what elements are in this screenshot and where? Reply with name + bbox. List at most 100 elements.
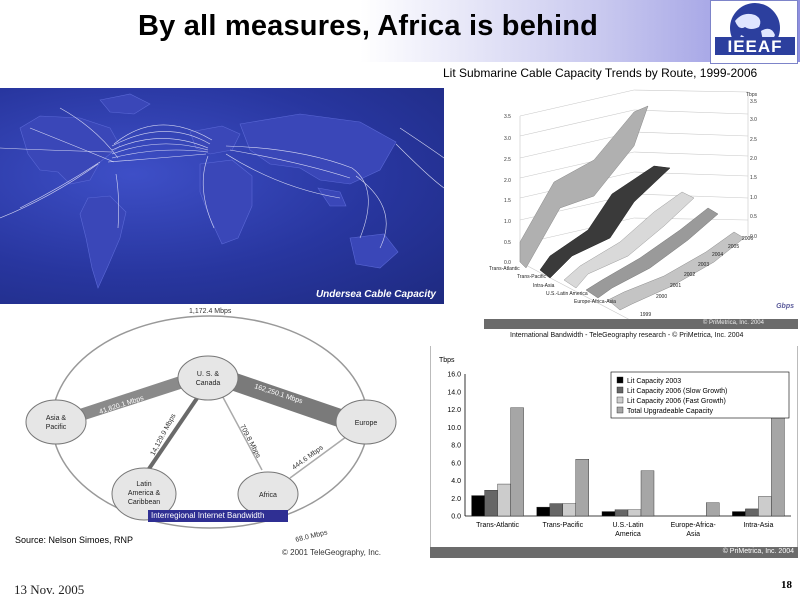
legend-swatch — [616, 396, 624, 404]
legend-swatch — [616, 406, 624, 414]
year-label: 2005 — [728, 244, 739, 250]
link-label: 444.6 Mbps — [291, 444, 325, 471]
tick-label: 0.5 — [750, 214, 757, 220]
slide-title: By all measures, Africa is behind — [138, 10, 599, 42]
year-label: 1999 — [640, 312, 651, 318]
interregional-label: Interregional Internet Bandwidth — [148, 510, 288, 522]
tick-label: 0.0 — [504, 260, 511, 266]
tick-label: 1.5 — [504, 198, 511, 204]
undersea-cable-map: Undersea Cable Capacity — [0, 88, 444, 304]
x-tick-label: America — [615, 531, 641, 538]
node-label: Latin — [136, 481, 151, 488]
tick-label: 1.0 — [504, 219, 511, 225]
ieeaf-logo: IEEAF — [710, 0, 798, 64]
year-label: 2006 — [742, 236, 753, 242]
x-tick-label: Trans-Pacific — [543, 522, 584, 529]
link-label: 68.0 Mbps — [295, 529, 329, 544]
link-asia-us — [52, 372, 196, 430]
node-label: Asia & — [46, 415, 67, 422]
route-label: Trans-Atlantic — [489, 266, 520, 272]
link-label: 1,172.4 Mbps — [189, 308, 232, 315]
legend-swatch — [616, 376, 624, 384]
tick-label: 3.5 — [504, 114, 511, 120]
bar — [732, 511, 746, 517]
y-tick-label: 10.0 — [447, 425, 461, 432]
year-label: 2002 — [684, 272, 695, 278]
legend-label: Lit Capacity 2003 — [627, 378, 681, 385]
x-tick-label: U.S.-Latin — [612, 522, 643, 529]
y-tick-label: 6.0 — [451, 460, 461, 467]
map-cut-text: Gbps — [776, 303, 794, 310]
ribbon-us-latin-america — [585, 207, 719, 299]
world-map-graphic — [0, 93, 444, 289]
node-europe — [335, 399, 397, 445]
interregional-bandwidth-diagram: U. S. & Canada Asia & Pacific Europe Lat… — [0, 304, 410, 564]
cable-chart-footer: © PriMetrica, Inc. 2004 — [484, 319, 798, 329]
bar — [536, 506, 551, 517]
bar — [627, 509, 642, 517]
y-tick-labels: 0.0 0.5 1.0 1.5 2.0 2.5 3.0 3.5 0.0 0.5 … — [504, 92, 758, 266]
tick-label: 3.0 — [750, 117, 757, 123]
tick-label: 3.0 — [504, 136, 511, 142]
ribbon-trans-atlantic — [519, 105, 649, 269]
tick-label: 1.0 — [750, 195, 757, 201]
chart-legend: Lit Capacity 2003 Lit Capacity 2006 (Slow… — [610, 371, 790, 419]
unit-label: Tbps — [746, 92, 758, 98]
y-tick-label: 16.0 — [447, 372, 461, 379]
route-labels: Trans-Atlantic Trans-Pacific Intra-Asia … — [489, 266, 616, 305]
ribbon-intra-asia — [563, 191, 695, 289]
node-asia-pacific — [25, 399, 87, 445]
title-band — [0, 0, 800, 62]
cable-chart-copyright: © PriMetrica, Inc. 2004 — [702, 320, 764, 326]
source-note: Source: Nelson Simoes, RNP — [15, 535, 134, 545]
y-tick-label: 0.0 — [451, 514, 461, 521]
legend-label: Lit Capacity 2006 (Slow Growth) — [627, 388, 727, 395]
bar — [471, 495, 485, 517]
bar — [614, 509, 629, 517]
bar — [745, 508, 759, 517]
link-us-africa — [217, 387, 263, 471]
bar — [497, 483, 511, 517]
link-us-latam — [138, 386, 206, 484]
bar — [706, 502, 720, 517]
year-label: 2000 — [656, 294, 667, 300]
y-axis-label: Tbps — [439, 357, 455, 364]
bar-chart-footer: © PriMetrica, Inc. 2004 — [430, 547, 798, 558]
tick-label: 1.5 — [750, 175, 757, 181]
route-label: Europe-Africa-Asia — [574, 299, 616, 305]
slide-date: 13 Nov. 2005 — [14, 582, 85, 597]
ribbon-europe-africa-asia — [607, 231, 745, 311]
outer-ring — [51, 315, 369, 529]
bandwidth-attribution: International Bandwidth - TeleGeography … — [510, 332, 744, 339]
year-labels: 1999 2000 2001 2002 2003 2004 2005 2006 — [640, 236, 753, 318]
y-tick-label: 2.0 — [451, 496, 461, 503]
node-label: Caribbean — [128, 499, 160, 506]
page-number: 18 — [781, 579, 792, 591]
node-label: Pacific — [46, 424, 67, 431]
y-tick-label: 12.0 — [447, 407, 461, 414]
bar — [640, 470, 655, 517]
route-label: Trans-Pacific — [517, 274, 546, 280]
tick-label: 2.5 — [750, 137, 757, 143]
legend-box — [610, 371, 790, 419]
cable-trend-3d-chart: 0.0 0.5 1.0 1.5 2.0 2.5 3.0 3.5 0.0 0.5 … — [484, 86, 798, 323]
node-label: Europe — [355, 420, 378, 427]
map-caption: Undersea Cable Capacity — [315, 289, 436, 300]
cable-chart-title: Lit Submarine Cable Capacity Trends by R… — [443, 66, 758, 80]
link-label: 709.8 Mbps — [238, 424, 262, 460]
tick-label: 2.0 — [750, 156, 757, 162]
capacity-bar-chart: Tbps 0.0 2.0 4.0 6.0 8.0 10.0 12.0 14.0 16.0 Tra… — [430, 346, 798, 558]
tick-label: 0.0 — [750, 234, 757, 240]
ribbon-trans-pacific — [539, 165, 671, 279]
node-latin-america — [111, 467, 177, 521]
year-label: 2003 — [698, 262, 709, 268]
route-label: U.S.-Latin America — [546, 291, 588, 297]
legend-swatch — [616, 386, 624, 394]
bar — [510, 407, 524, 517]
x-tick-label: Intra-Asia — [743, 522, 773, 529]
bar — [758, 496, 772, 517]
link-europe-africa — [289, 433, 351, 479]
node-label: Africa — [259, 492, 277, 499]
legend-label: Total Upgradeable Capacity — [627, 408, 713, 415]
x-tick-label: Asia — [686, 531, 700, 538]
